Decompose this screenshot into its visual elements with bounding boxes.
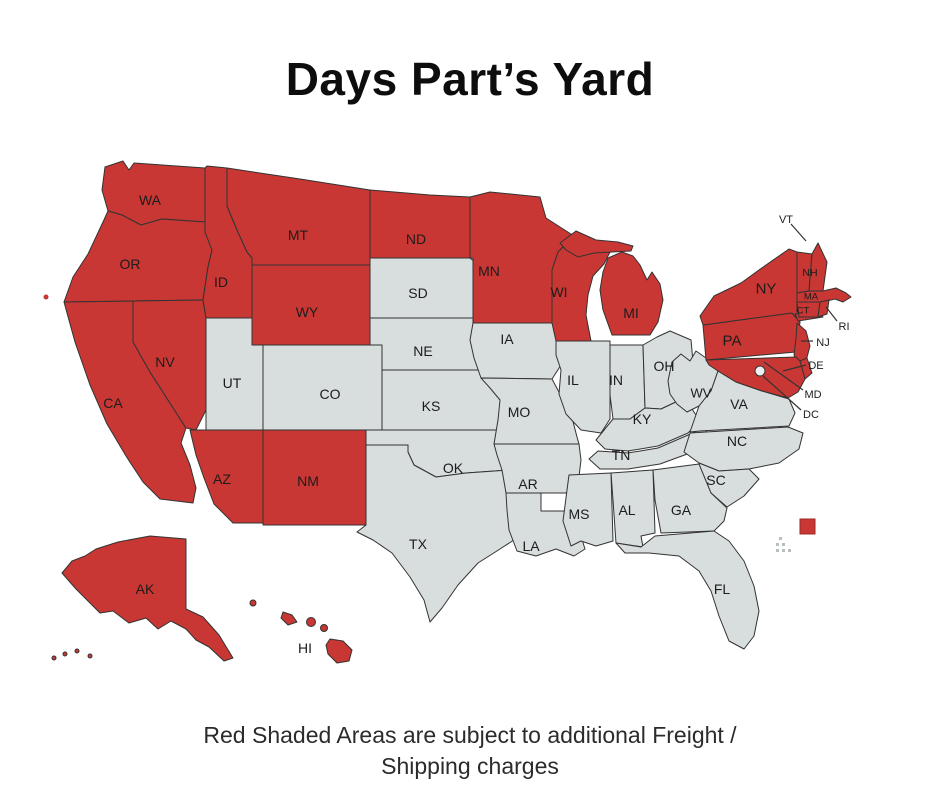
state-label-la: LA bbox=[522, 538, 540, 554]
state-fl bbox=[615, 530, 760, 650]
state-label-ar: AR bbox=[518, 476, 537, 492]
state-label-dc: DC bbox=[803, 409, 819, 421]
state-label-mo: MO bbox=[508, 404, 531, 420]
state-label-ma: MA bbox=[804, 291, 819, 302]
state-tx bbox=[356, 444, 521, 623]
state-label-nh: NH bbox=[802, 267, 817, 279]
page-title: Days Part’s Yard bbox=[285, 53, 655, 105]
caption-line-1: Red Shaded Areas are subject to addition… bbox=[203, 722, 737, 748]
state-mt bbox=[226, 167, 371, 266]
state-label-mt: MT bbox=[288, 227, 309, 243]
leader-line-md bbox=[763, 361, 804, 391]
state-label-ia: IA bbox=[500, 331, 514, 347]
states-layer bbox=[51, 160, 852, 664]
state-label-de: DE bbox=[808, 360, 823, 372]
state-label-va: VA bbox=[730, 396, 748, 412]
atlantic-red-square-marker bbox=[799, 518, 816, 535]
dc-marker bbox=[754, 365, 766, 377]
state-ia bbox=[469, 322, 562, 380]
island-cluster-dot bbox=[776, 543, 779, 546]
state-label-az: AZ bbox=[213, 471, 231, 487]
island-cluster-dot bbox=[782, 549, 785, 552]
state-label-sd: SD bbox=[408, 285, 427, 301]
state-label-id: ID bbox=[214, 274, 228, 290]
state-label-ca: CA bbox=[103, 395, 123, 411]
state-label-nc: NC bbox=[727, 433, 747, 449]
leader-line-dc bbox=[762, 375, 802, 411]
island-cluster-dot bbox=[779, 537, 782, 540]
state-label-ny: NY bbox=[756, 280, 777, 297]
state-label-or: OR bbox=[120, 256, 141, 272]
leader-line-de bbox=[782, 364, 807, 372]
state-label-hi: HI bbox=[298, 640, 312, 656]
state-label-ks: KS bbox=[422, 398, 441, 414]
state-label-ok: OK bbox=[443, 460, 464, 476]
state-label-mi: MI bbox=[623, 305, 639, 321]
state-label-wi: WI bbox=[550, 284, 567, 300]
state-nc bbox=[683, 426, 804, 472]
state-label-ri: RI bbox=[839, 321, 850, 333]
state-mi bbox=[559, 230, 664, 336]
state-dc bbox=[754, 365, 766, 377]
state-ms bbox=[562, 472, 614, 547]
state-label-ky: KY bbox=[633, 411, 652, 427]
state-label-wv: WV bbox=[691, 386, 712, 401]
state-labels-layer: WA OR CA NV ID MT WY UT CO AZ NM ND SD NE KS OK TX MN IA MO… bbox=[103, 192, 849, 656]
state-label-nv: NV bbox=[155, 354, 175, 370]
state-label-sc: SC bbox=[706, 472, 725, 488]
island-cluster-dot bbox=[782, 543, 785, 546]
caption: Red Shaded Areas are subject to addition… bbox=[0, 720, 940, 782]
state-al bbox=[610, 469, 656, 548]
island-cluster-dot bbox=[776, 549, 779, 552]
state-label-nm: NM bbox=[297, 473, 319, 489]
state-label-mn: MN bbox=[478, 263, 500, 279]
island-cluster-dot bbox=[788, 549, 791, 552]
state-la bbox=[505, 492, 586, 557]
state-label-tx: TX bbox=[409, 536, 428, 552]
pacific-islet-dot bbox=[43, 294, 49, 300]
state-label-wa: WA bbox=[139, 192, 162, 208]
state-label-pa: PA bbox=[723, 332, 742, 349]
state-ak bbox=[51, 535, 234, 662]
state-label-in: IN bbox=[609, 372, 623, 388]
state-label-ne: NE bbox=[413, 343, 432, 359]
state-label-al: AL bbox=[618, 502, 635, 518]
state-label-ak: AK bbox=[136, 581, 155, 597]
state-label-ms: MS bbox=[569, 506, 590, 522]
state-label-ut: UT bbox=[223, 375, 242, 391]
state-label-il: IL bbox=[567, 372, 579, 388]
state-label-nj: NJ bbox=[816, 337, 829, 349]
state-nh bbox=[808, 242, 828, 292]
state-label-wy: WY bbox=[296, 304, 319, 320]
state-ga bbox=[652, 463, 728, 534]
state-label-md: MD bbox=[804, 389, 821, 401]
state-label-oh: OH bbox=[654, 358, 675, 374]
state-label-ga: GA bbox=[671, 502, 692, 518]
leader-line-ri bbox=[825, 306, 838, 322]
state-nd bbox=[369, 189, 471, 259]
state-label-vt: VT bbox=[779, 214, 793, 226]
state-label-tn: TN bbox=[612, 447, 631, 463]
leader-line-vt bbox=[790, 223, 807, 242]
state-label-nd: ND bbox=[406, 231, 426, 247]
caption-line-2: Shipping charges bbox=[381, 753, 559, 779]
map-decorations bbox=[43, 294, 816, 552]
state-label-fl: FL bbox=[714, 581, 731, 597]
state-label-ct: CT bbox=[797, 305, 810, 316]
state-label-co: CO bbox=[320, 386, 341, 402]
state-hi bbox=[249, 599, 353, 664]
state-ri bbox=[817, 299, 830, 318]
